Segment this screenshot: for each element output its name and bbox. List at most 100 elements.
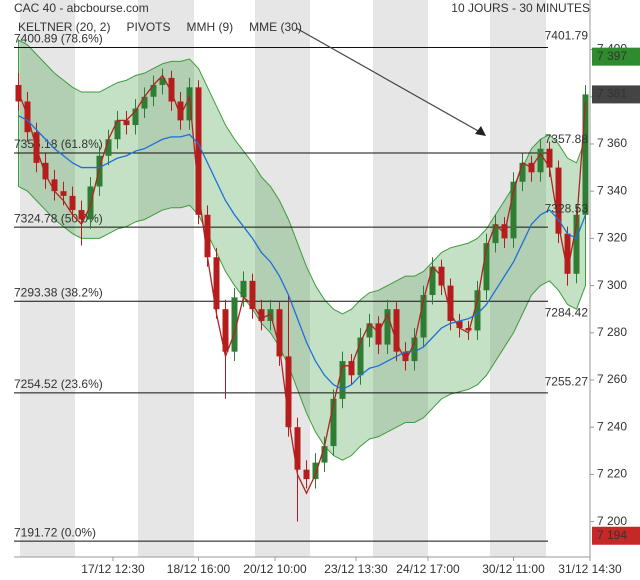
x-tick-label: 30/12 11:00 bbox=[482, 562, 545, 576]
legend-entry: MME (30) bbox=[249, 20, 302, 34]
day-band bbox=[20, 0, 75, 557]
candle-body bbox=[78, 210, 85, 220]
candle-body bbox=[159, 77, 166, 85]
candle-body bbox=[537, 148, 544, 173]
y-tick-label: 7 200 bbox=[597, 514, 627, 528]
x-tick-label: 24/12 17:00 bbox=[396, 562, 460, 576]
candle-body bbox=[69, 195, 76, 211]
candle-body bbox=[429, 266, 436, 296]
header-period: 10 JOURS - 30 MINUTES bbox=[451, 1, 590, 15]
plot: 7400.89 (78.6%)7356.18 (61.8%)7324.78 (5… bbox=[14, 32, 589, 542]
fib-label: 7400.89 (78.6%) bbox=[14, 32, 103, 46]
level-label: 7401.79 bbox=[545, 29, 589, 43]
candle-body bbox=[222, 309, 229, 352]
candle-body bbox=[123, 120, 130, 126]
candle-body bbox=[204, 214, 211, 258]
candle-body bbox=[573, 214, 580, 274]
candle-body bbox=[393, 309, 400, 352]
candle-body bbox=[564, 233, 571, 274]
x-tick-label: 17/12 12:30 bbox=[81, 562, 145, 576]
candle-body bbox=[177, 101, 184, 121]
legend-entry: PIVOTS bbox=[126, 20, 170, 34]
price-tag-label: 7 194 bbox=[597, 528, 627, 542]
level-label: 7255.27 bbox=[545, 374, 589, 388]
candle-body bbox=[411, 337, 418, 362]
candle-body bbox=[42, 162, 49, 180]
candle-body bbox=[384, 309, 391, 345]
candle-body bbox=[105, 139, 112, 156]
candle-body bbox=[483, 243, 490, 291]
price-tag-label: 7 397 bbox=[597, 49, 627, 63]
level-label: 7284.42 bbox=[545, 306, 589, 320]
candle-body bbox=[546, 148, 553, 168]
fib-label: 7293.38 (38.2%) bbox=[14, 285, 103, 299]
candle-body bbox=[51, 179, 58, 192]
price-tag-label: 7 381 bbox=[597, 87, 627, 101]
annotation-arrow bbox=[295, 27, 481, 133]
x-tick-label: 20/12 10:00 bbox=[243, 562, 307, 576]
candle-body bbox=[60, 191, 67, 196]
y-tick-label: 7 360 bbox=[597, 136, 627, 150]
day-band bbox=[490, 0, 546, 557]
day-bands bbox=[20, 0, 546, 557]
price-tag bbox=[592, 526, 640, 545]
candle-body bbox=[456, 320, 463, 329]
level-label: 7357.88 bbox=[545, 132, 589, 146]
x-tick-label: 31/12 14:30 bbox=[558, 562, 622, 576]
candle-body bbox=[492, 224, 499, 244]
y-tick-label: 7 300 bbox=[597, 278, 627, 292]
indicator-line bbox=[18, 115, 587, 391]
candle-body bbox=[285, 356, 292, 428]
candle-body bbox=[465, 328, 472, 331]
y-tick-label: 7 240 bbox=[597, 419, 627, 433]
y-tick-label: 7 280 bbox=[597, 325, 627, 339]
price-tag bbox=[592, 85, 640, 104]
candle-body bbox=[474, 290, 481, 331]
keltner-band bbox=[18, 39, 586, 461]
fib-label: 7191.72 (0.0%) bbox=[14, 525, 96, 539]
candle-body bbox=[213, 257, 220, 310]
candle-body bbox=[168, 77, 175, 102]
indicator-line bbox=[17, 74, 587, 495]
legend-entry: KELTNER (20, 2) bbox=[18, 20, 110, 34]
candle-body bbox=[348, 361, 355, 376]
candle-body bbox=[294, 427, 301, 470]
y-tick-label: 7 340 bbox=[597, 183, 627, 197]
candle-body bbox=[519, 162, 526, 182]
x-tick-label: 18/12 16:00 bbox=[167, 562, 231, 576]
candle-body bbox=[303, 469, 310, 480]
candle-body bbox=[366, 323, 373, 338]
candle-body bbox=[582, 94, 589, 215]
candle-body bbox=[195, 87, 202, 215]
candle-body bbox=[321, 446, 328, 463]
header-title: CAC 40 - abcbourse.com bbox=[14, 1, 149, 15]
candle-body bbox=[141, 96, 148, 109]
candle-body bbox=[555, 167, 562, 234]
legend-entry: MMH (9) bbox=[187, 20, 234, 34]
x-tick-label: 23/12 13:30 bbox=[324, 562, 388, 576]
candle-body bbox=[114, 120, 121, 140]
y-tick-label: 7 260 bbox=[597, 372, 627, 386]
candle-body bbox=[150, 84, 157, 97]
candle-body bbox=[357, 337, 364, 376]
arrow-head bbox=[475, 126, 486, 136]
candle-body bbox=[276, 309, 283, 357]
candle-body bbox=[240, 280, 247, 298]
candle-body bbox=[420, 295, 427, 338]
fib-label: 7254.52 (23.6%) bbox=[14, 377, 103, 391]
candle-body bbox=[258, 309, 265, 321]
candle-body bbox=[312, 462, 319, 480]
candle-body bbox=[186, 87, 193, 121]
candle-body bbox=[447, 285, 454, 321]
candle-body bbox=[375, 323, 382, 345]
day-band bbox=[255, 0, 310, 557]
candle-body bbox=[402, 351, 409, 362]
y-tick-label: 7 220 bbox=[597, 467, 627, 481]
candle-body bbox=[510, 181, 517, 239]
candle-body bbox=[231, 297, 238, 352]
y-tick-label: 7 320 bbox=[597, 231, 627, 245]
candle-body bbox=[330, 398, 337, 447]
candle-body bbox=[96, 155, 103, 187]
candle-body bbox=[249, 280, 256, 310]
